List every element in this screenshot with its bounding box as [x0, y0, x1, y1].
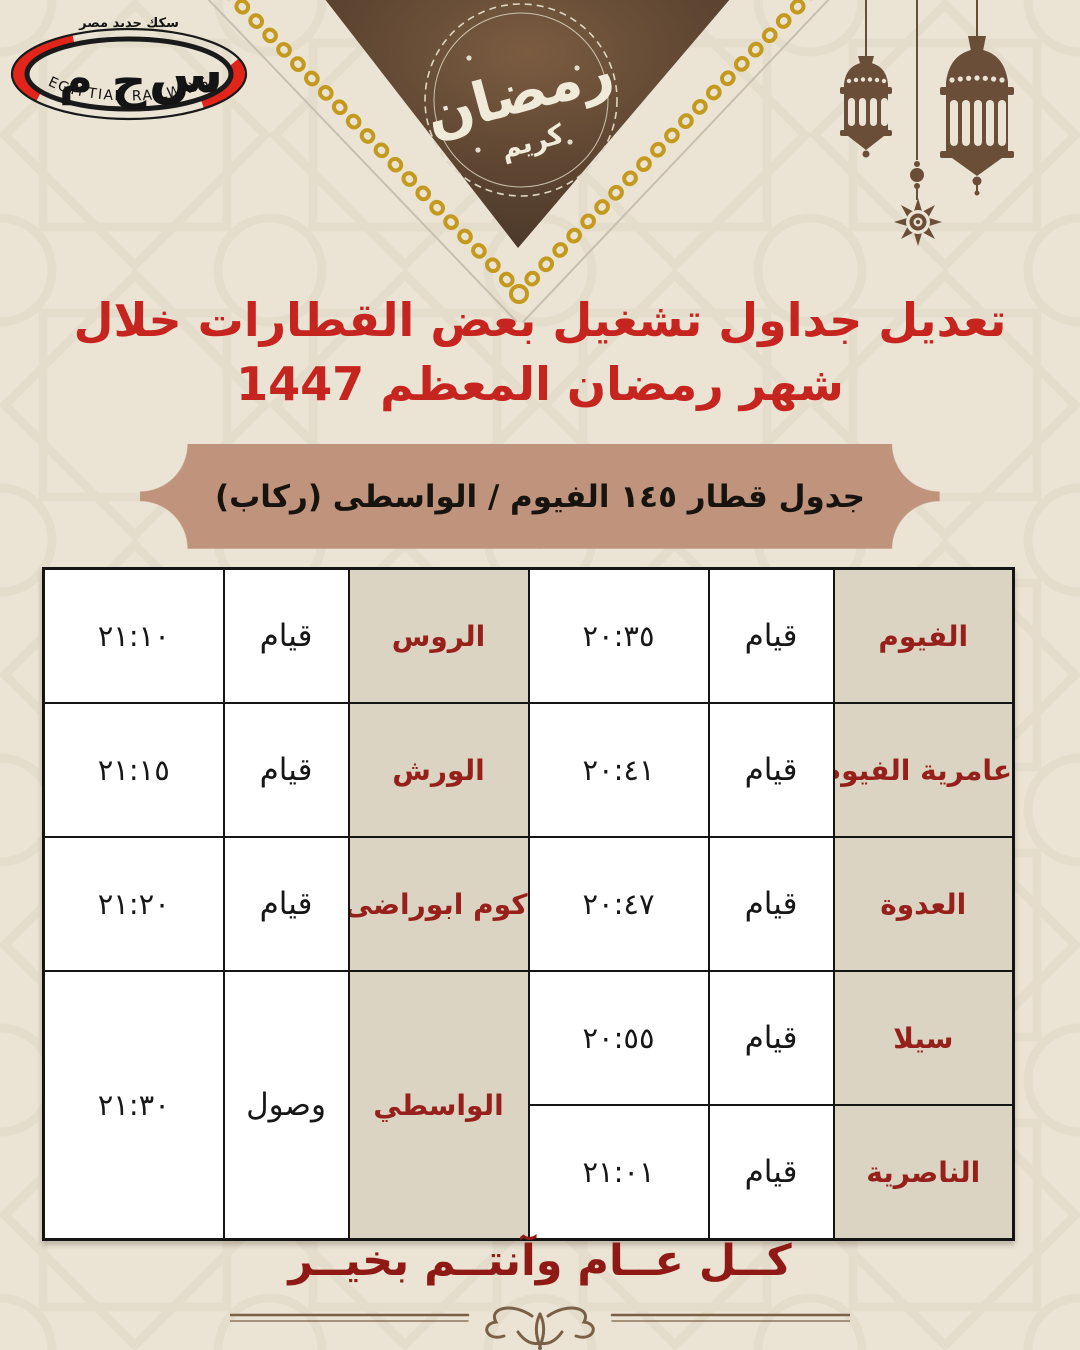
svg-text:س: س [149, 42, 224, 105]
time-cell: ٢٠:٥٥ [527, 970, 710, 1106]
header-decoration: رمضان كريم [207, 0, 830, 323]
time-cell: ٢٠:٤٧ [527, 836, 710, 972]
small-lantern-icon [840, 0, 892, 158]
svg-text:م: م [59, 51, 93, 105]
time-cell: ٢١:٢٠ [42, 836, 225, 972]
title-line-2: شهر رمضان المعظم 1447 [236, 357, 844, 411]
time-cell: ٢٠:٣٥ [527, 567, 710, 704]
ramadan-triangle-banner [325, 0, 730, 248]
chain-pendant-ring [509, 284, 529, 304]
string-lines [207, 0, 830, 323]
station-cell: الفيوم [832, 567, 1015, 704]
event-cell: قيام [222, 702, 350, 838]
event-cell: قيام [707, 836, 835, 972]
event-cell: قيام [707, 970, 835, 1106]
large-lantern-icon [940, 0, 1014, 196]
time-cell: ٢١:١٠ [42, 567, 225, 704]
time-cell: ٢١:١٥ [42, 702, 225, 838]
logo-monogram: س ح م [59, 42, 223, 110]
ornamental-divider [230, 1306, 850, 1350]
logo-red-crescents [13, 28, 245, 120]
event-cell: قيام [222, 567, 350, 704]
table-row: الفيوم قيام ٢٠:٣٥ الروس قيام ٢١:١٠ [42, 567, 1015, 704]
table-row: العدوة قيام ٢٠:٤٧ كوم ابوراضى قيام ٢١:٢٠ [42, 836, 1015, 972]
event-cell: قيام [222, 836, 350, 972]
event-cell: قيام [707, 1104, 835, 1241]
banner-text: جدول قطار ١٤٥ الفيوم / الواسطى (ركاب) [214, 478, 865, 515]
svg-text:ح: ح [112, 54, 147, 110]
egyptian-railways-logo: سكك حديد مصر س ح م EGYPTIAN RAILWAYS [10, 16, 248, 121]
time-cell: ٢١:٠١ [527, 1104, 710, 1241]
station-cell: الورش [347, 702, 530, 838]
station-cell: سيلا [832, 970, 1015, 1106]
table-row: الناصرية قيام ٢١:٠١ [44, 1104, 1015, 1241]
station-cell-merged: الواسطي [347, 970, 530, 1241]
train-schedule-table: الفيوم قيام ٢٠:٣٥ الروس قيام ٢١:١٠ عامري… [42, 567, 1015, 1241]
station-cell: عامرية الفيوم [832, 702, 1015, 838]
footer-greeting: كــل عــام وآنتــم بخيــر [288, 1236, 792, 1286]
gold-chain [225, 0, 815, 304]
event-cell: قيام [707, 702, 835, 838]
time-cell: ٢٠:٤١ [527, 702, 710, 838]
title-line-1: تعديل جداول تشغيل بعض القطارات خلال [73, 293, 1007, 347]
station-cell: كوم ابوراضى [347, 836, 530, 972]
time-cell-merged: ٢١:٣٠ [42, 970, 225, 1241]
divider-ornament [485, 1306, 595, 1348]
event-cell-merged: وصول [222, 970, 350, 1241]
star-pendant-icon [894, 0, 942, 246]
logo-outer-ring [10, 27, 248, 121]
event-cell: قيام [707, 567, 835, 704]
train-schedule-banner: جدول قطار ١٤٥ الفيوم / الواسطى (ركاب) [140, 444, 940, 549]
station-cell: العدوة [832, 836, 1015, 972]
logo-inner-ring [24, 36, 234, 112]
page-title: تعديل جداول تشغيل بعض القطارات خلال شهر … [0, 288, 1080, 416]
station-cell: الناصرية [832, 1104, 1015, 1241]
logo-arabic-text: سكك حديد مصر [78, 16, 179, 31]
lanterns-decoration [840, 0, 1014, 246]
table-row: سيلا قيام ٢٠:٥٥ الواسطي وصول ٢١:٣٠ [42, 970, 1015, 1241]
table-row: عامرية الفيوم قيام ٢٠:٤١ الورش قيام ٢١:١… [42, 702, 1015, 838]
station-cell: الروس [347, 567, 530, 704]
